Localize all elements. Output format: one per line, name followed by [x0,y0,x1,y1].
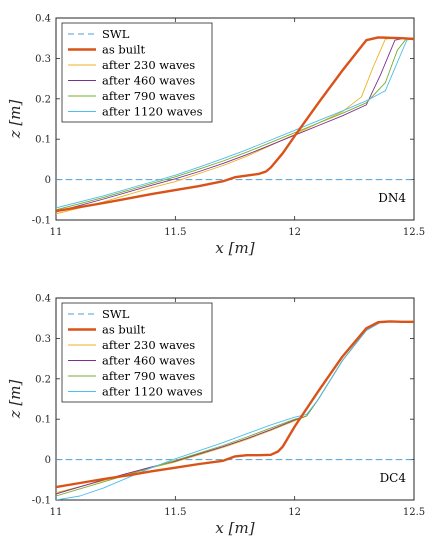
panel-dc4: -0.1 0 0.1 0.2 0.3 0.4 11 11.5 12 12.5 x [m] z [m] S… [6,294,425,538]
x-tick-label: 11 [50,227,63,238]
legend-label: after 790 waves [102,369,195,383]
x-tick-label: 12 [288,227,301,238]
x-tick-label: 12.5 [403,227,425,238]
y-axis-label: z [m] [6,100,24,140]
series-line-after-790-waves [56,37,414,211]
series-line-as-built [56,320,414,489]
legend-box [61,22,213,123]
y-axis-label: z [m] [6,380,24,420]
x-tick-label: 11 [50,507,63,518]
y-tick-label: 0.2 [35,374,51,385]
series-group [56,320,414,500]
legend-label: after 1120 waves [102,385,203,399]
x-axis-label: x [m] [215,239,254,257]
y-tick-label: -0.1 [32,496,51,507]
legend-label: after 230 waves [102,58,195,72]
legend-label: after 230 waves [102,338,195,352]
y-tick-label: 0 [45,175,51,186]
series-group [56,36,414,215]
x-tick-label: 11.5 [164,227,186,238]
x-tick-label: 11.5 [164,507,186,518]
panel-label: DC4 [380,471,407,485]
legend-label: after 460 waves [102,74,195,88]
legend-label: after 790 waves [102,89,195,103]
x-tick-label: 12 [288,507,301,518]
legend-box [61,302,213,403]
legend-label: after 460 waves [102,354,195,368]
y-tick-label: 0.1 [35,135,51,146]
legend-label: SWL [102,307,130,321]
legend-label: after 1120 waves [102,105,203,119]
panel-label: DN4 [378,191,406,205]
y-tick-label: 0.1 [35,415,51,426]
series-line-after-460-waves [56,37,414,213]
y-tick-label: 0.2 [35,94,51,105]
x-tick-label: 12.5 [403,507,425,518]
panel-dn4: -0.1 0 0.1 0.2 0.3 0.4 11 11.5 12 12.5 x [m] z [m] S… [6,14,425,258]
x-axis-label: x [m] [215,519,254,537]
y-tick-label: 0.4 [35,294,51,305]
series-line-after-1120-waves [56,37,414,209]
y-tick-label: -0.1 [32,216,51,227]
y-tick-label: 0.4 [35,14,51,25]
series-line-after-1120-waves [56,321,414,500]
y-tick-label: 0 [45,455,51,466]
legend-label: as built [102,323,146,337]
legend-label: SWL [102,27,130,41]
series-line-as-built [56,36,414,213]
y-tick-label: 0.3 [35,54,51,65]
legend-label: as built [102,43,146,57]
y-tick-label: 0.3 [35,334,51,345]
